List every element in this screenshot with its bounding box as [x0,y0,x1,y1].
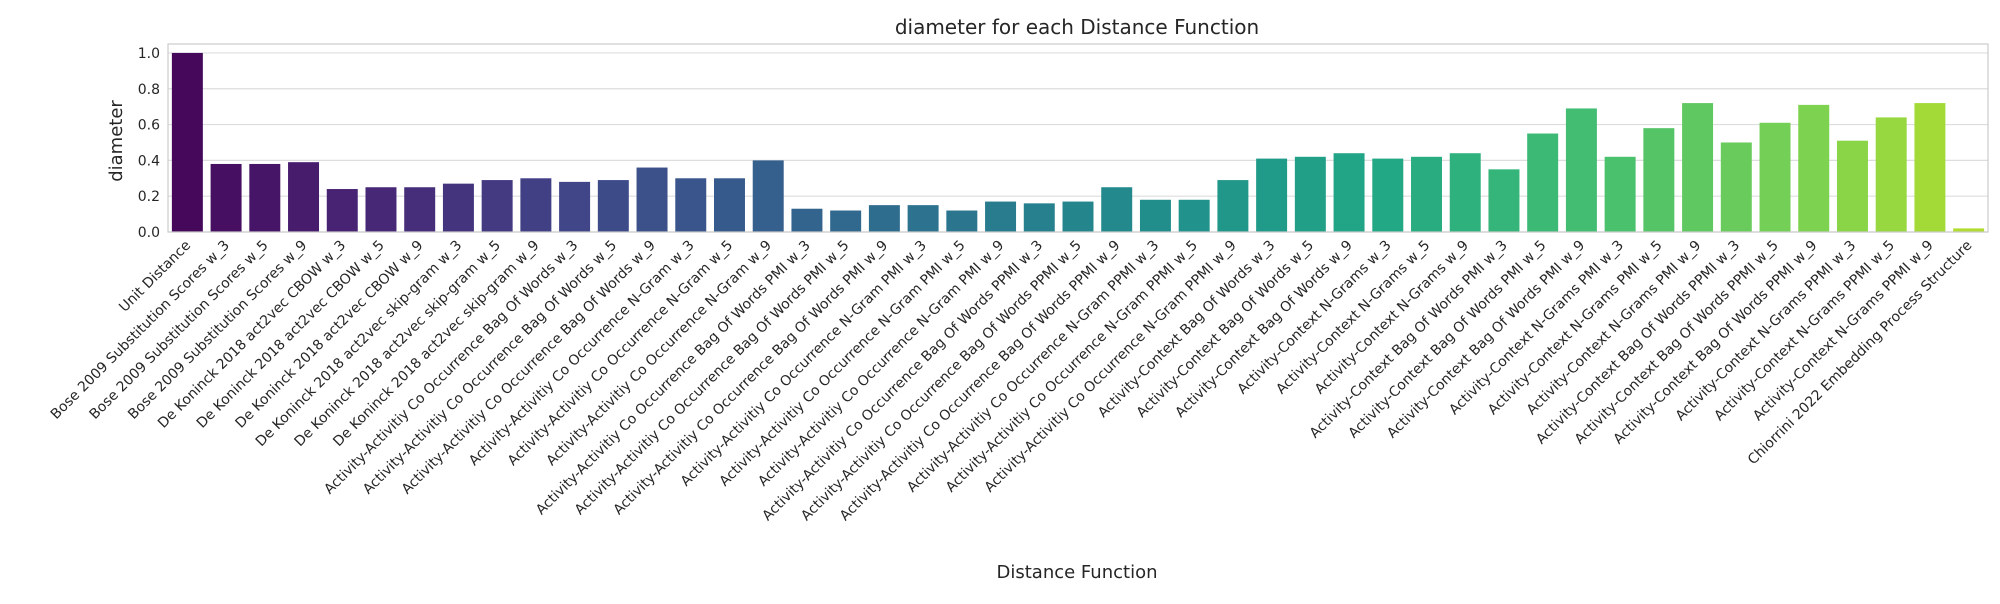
bar [636,167,668,232]
x-tick-label: Activity-Activitiy Co Occurrence N-Gram … [904,238,1162,496]
bar [1062,201,1094,232]
bar [1256,158,1288,232]
y-tick-label: 0.2 [138,189,160,205]
bar [326,189,358,232]
bar [1411,156,1442,232]
bar [1101,187,1133,232]
bar [365,187,397,232]
y-tick-label: 0.8 [138,82,160,98]
bar [1914,103,1946,232]
bar [1449,153,1481,232]
bar [1798,104,1830,232]
x-tick-label: Activity-Activitiy Co Occurrence Bag Of … [321,238,581,498]
bar [481,180,513,232]
bar [1604,156,1636,232]
bars [171,52,1985,233]
bar [1682,103,1714,232]
bar [1643,128,1675,232]
plot-frame [167,43,1989,233]
bar [830,210,862,232]
x-axis-label: Distance Function [997,562,1158,583]
bar [1527,133,1559,232]
chart-title: diameter for each Distance Function [895,15,1259,39]
bar [1372,158,1404,232]
bar [442,183,474,232]
bar [288,162,320,232]
bar [1488,169,1520,232]
bar [675,178,707,232]
bar [1217,180,1249,232]
bar [1023,203,1055,232]
bar [752,160,784,232]
bar [1178,199,1210,232]
bar [249,163,281,232]
bar [210,163,242,232]
y-tick-label: 0.0 [138,225,160,241]
x-tick-label: Activity-Activitiy Co Occurrence N-Gram … [982,238,1240,496]
bar [985,201,1017,232]
bar [597,180,629,232]
bar [1333,153,1365,232]
bar [559,181,591,232]
bar [171,52,203,233]
bar [1759,122,1791,232]
bar [1565,108,1597,232]
y-tick-label: 0.6 [138,118,160,134]
y-tick-labels: 0.0 0.2 0.4 0.6 0.8 1.0 [138,46,160,241]
bar [520,178,552,232]
bar [1294,156,1326,232]
bar [1720,142,1752,232]
bar [1875,117,1907,232]
bar [1139,199,1171,232]
x-tick-label: Activity-Activitiy Co Occurrence N-Gram … [943,238,1201,496]
bar [946,210,978,232]
bar [907,205,939,232]
bar [1836,140,1868,232]
bar [404,187,436,232]
bar [1953,228,1985,232]
bar [714,178,745,232]
y-axis-label: diameter [106,100,127,182]
y-tick-label: 0.4 [138,153,160,169]
x-tick-label: Activity-Context N-Grams PPMI w_9 [1750,238,1937,425]
bar [868,205,900,232]
y-tick-label: 1.0 [138,46,160,62]
bar [791,208,823,232]
